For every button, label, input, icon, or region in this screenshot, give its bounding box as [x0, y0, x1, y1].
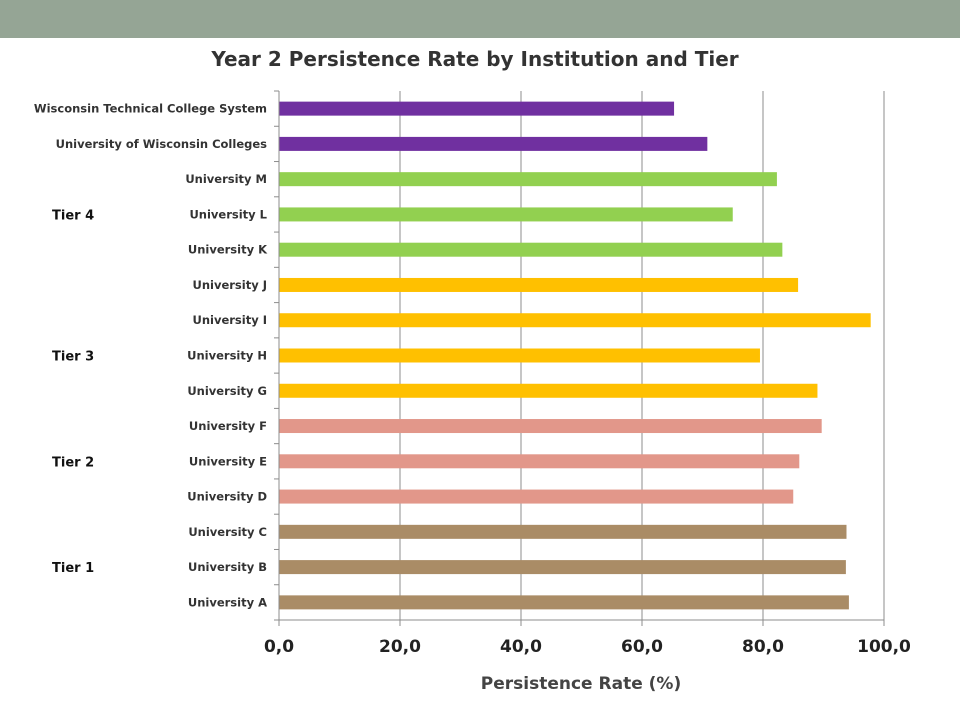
bar	[279, 172, 777, 187]
category-labels: Wisconsin Technical College System Univer…	[34, 102, 268, 610]
bar	[279, 136, 708, 151]
category-label: University L	[189, 207, 267, 221]
category-label: University G	[187, 384, 267, 398]
bar	[279, 242, 783, 257]
category-label: University H	[187, 349, 267, 363]
category-label: University B	[188, 560, 267, 574]
x-tick-label: 80,0	[742, 637, 784, 657]
category-label: University A	[188, 595, 267, 609]
tier-label: Tier 4	[52, 208, 94, 223]
bar	[279, 560, 846, 575]
category-label: University M	[185, 172, 267, 186]
category-label: University F	[189, 419, 267, 433]
x-tick-label: 40,0	[500, 637, 542, 657]
bar	[279, 489, 794, 504]
tier-label: Tier 1	[52, 561, 94, 576]
chart-title: Year 2 Persistence Rate by Institution a…	[210, 47, 738, 71]
tier-label: Tier 2	[52, 455, 94, 470]
bar	[279, 383, 818, 398]
category-label: University I	[193, 313, 268, 327]
category-label: University K	[188, 243, 268, 257]
bar	[279, 277, 799, 292]
bar	[279, 595, 849, 610]
bar	[279, 313, 871, 328]
category-label: University C	[188, 525, 267, 539]
bar	[279, 524, 847, 539]
header-bar	[0, 0, 960, 38]
category-label: University E	[189, 454, 267, 468]
x-tick-label: 0,0	[264, 637, 294, 657]
tier-labels: Tier 4 Tier 3 Tier 2 Tier 1	[52, 208, 94, 576]
category-label: University of Wisconsin Colleges	[56, 137, 268, 151]
x-axis: 0,0 20,0 40,0 60,0 80,0 100,0	[264, 90, 911, 657]
bars	[279, 101, 871, 610]
bar	[279, 101, 675, 116]
category-label: University J	[193, 278, 268, 292]
x-tick-label: 100,0	[857, 637, 911, 657]
bar	[279, 207, 733, 222]
bar	[279, 454, 800, 469]
x-tick-label: 20,0	[379, 637, 421, 657]
tier-label: Tier 3	[52, 350, 94, 365]
category-label: Wisconsin Technical College System	[34, 102, 267, 116]
bar	[279, 419, 822, 434]
x-axis-title: Persistence Rate (%)	[481, 674, 681, 694]
bar	[279, 348, 760, 363]
x-tick-label: 60,0	[621, 637, 663, 657]
category-label: University D	[187, 490, 267, 504]
